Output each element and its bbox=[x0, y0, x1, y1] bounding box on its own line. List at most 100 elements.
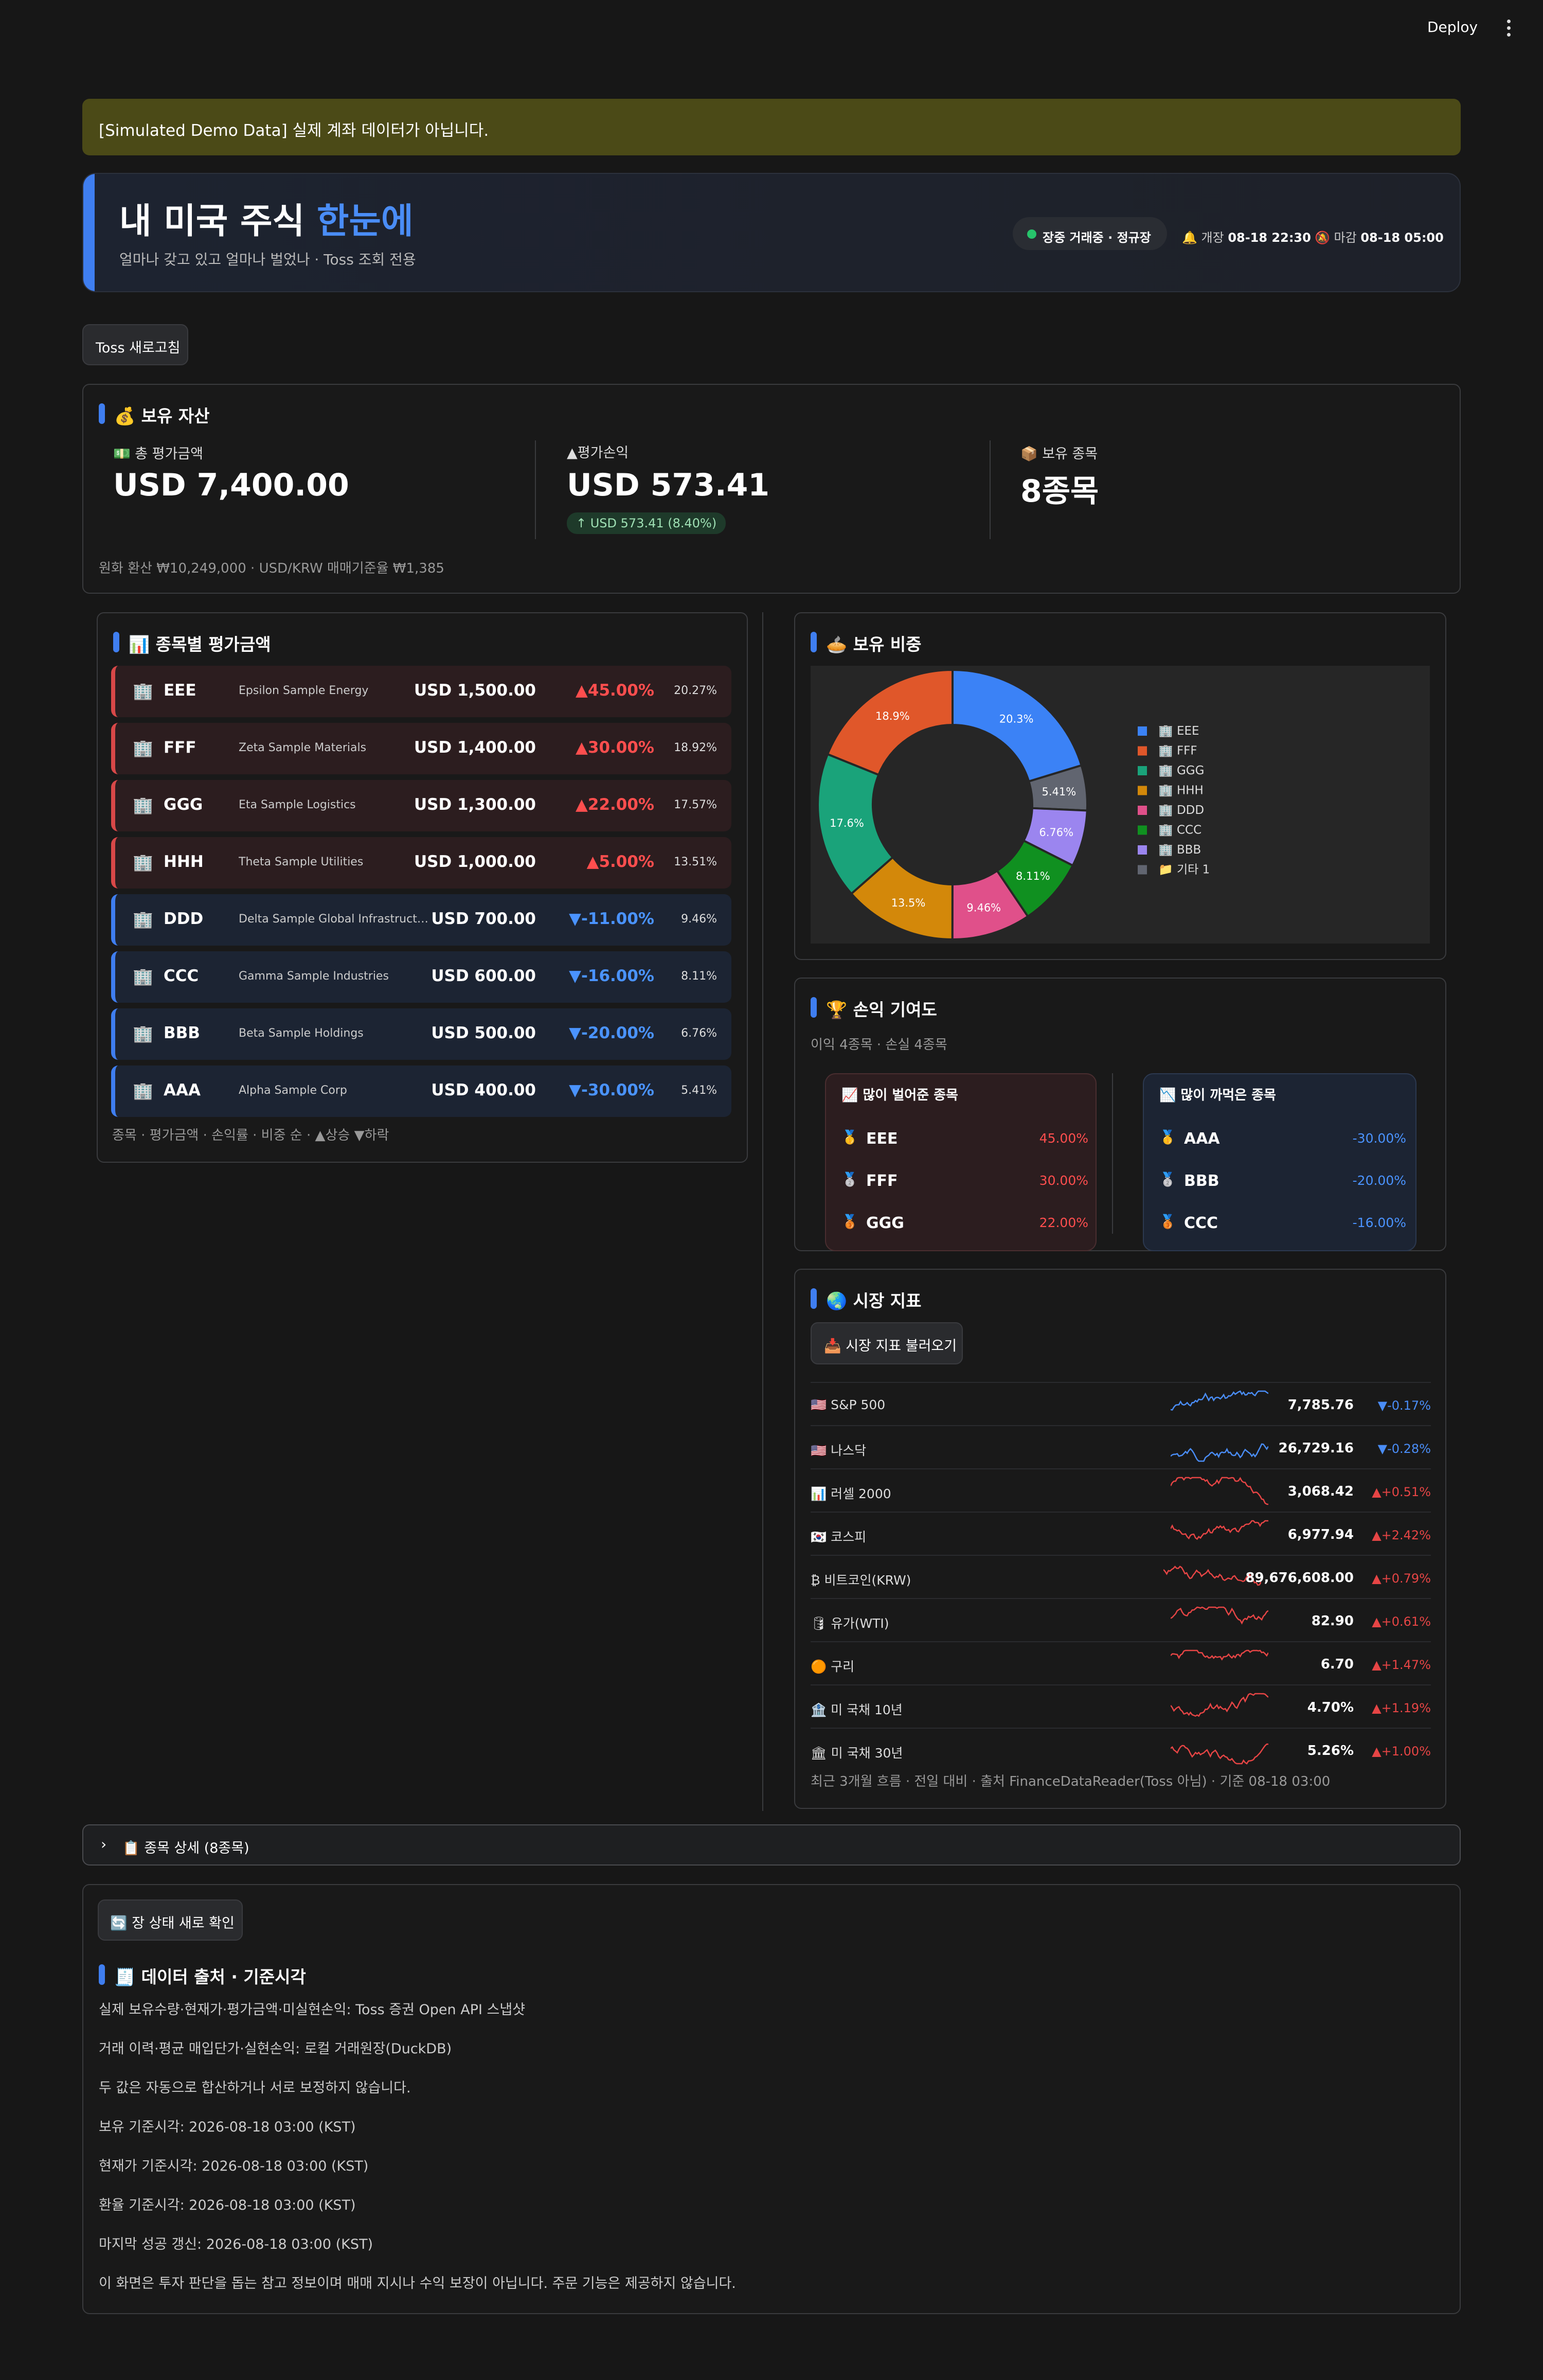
top-gainers-panel: 📈 많이 벌어준 종목 🥇 EEE 45.00% 🥈 FFF 30.00% 🥉 GGG 22.0… bbox=[825, 1073, 1097, 1251]
sparkline-line bbox=[1171, 1390, 1268, 1411]
total-value: USD 7,400.00 bbox=[113, 467, 349, 503]
market-indicator-row: 🇺🇸 나스닥 26,729.16 ▼-0.28% bbox=[811, 1425, 1431, 1468]
holding-value: USD 1,400.00 bbox=[414, 738, 536, 757]
medal-icon: 🥈 bbox=[841, 1172, 858, 1187]
indicator-name: 🛢 유가(WTI) bbox=[811, 1616, 889, 1631]
legend-entry[interactable]: 🏢 FFF bbox=[1158, 744, 1197, 758]
toss-refresh-button[interactable]: Toss 새로고침 bbox=[82, 324, 188, 365]
sparkline-line bbox=[1171, 1443, 1268, 1462]
page-title-main: 내 미국 주식 bbox=[119, 201, 317, 242]
holding-value: USD 400.00 bbox=[431, 1081, 536, 1099]
holding-name: Delta Sample Global Infrastructure Corpo… bbox=[239, 913, 434, 926]
holding-return: ▲45.00% bbox=[576, 681, 654, 700]
holding-value: USD 1,500.00 bbox=[414, 681, 536, 700]
holding-weight: 5.41% bbox=[681, 1084, 717, 1097]
holding-row-hhh: 🏢 HHH Theta Sample Utilities USD 1,000.00 ▲5… bbox=[111, 837, 731, 889]
holding-row-ccc: 🏢 CCC Gamma Sample Industries USD 600.00 ▼-1… bbox=[111, 951, 731, 1003]
market-close-time: 🔕 마감 08-18 05:00 bbox=[1315, 227, 1444, 245]
holding-row-bbb: 🏢 BBB Beta Sample Holdings USD 500.00 ▼-20.0… bbox=[111, 1008, 731, 1060]
legend-entry[interactable]: 🏢 CCC bbox=[1158, 824, 1201, 837]
legend-entry[interactable]: 📁 기타 1 bbox=[1158, 863, 1210, 877]
indicator-change: ▲+1.00% bbox=[1372, 1744, 1431, 1759]
sparkline-chart bbox=[1171, 1443, 1268, 1462]
building-icon: 🏢 bbox=[133, 1024, 153, 1043]
medal-icon: 🥇 bbox=[1159, 1130, 1176, 1145]
holding-return: ▲5.00% bbox=[586, 852, 654, 871]
open-time: 08-18 22:30 bbox=[1228, 230, 1311, 245]
indicator-change: ▲+1.47% bbox=[1372, 1658, 1431, 1672]
pie-slice-label: 18.9% bbox=[875, 710, 910, 722]
legend-entry[interactable]: 🏢 DDD bbox=[1158, 804, 1204, 817]
indicator-value: 5.26% bbox=[1307, 1743, 1354, 1759]
holding-details-expander[interactable]: › 📋 종목 상세 (8종목) bbox=[82, 1824, 1461, 1866]
allocation-donut-chart: 20.3% 5.41% 6.76% 8.11% 9.46% 13.5% 17.6% 18.9%… bbox=[817, 668, 1210, 941]
source-line: 이 화면은 투자 판단을 돕는 참고 정보이며 매매 지시나 수익 보장이 아닙… bbox=[99, 2276, 736, 2292]
legend-entry[interactable]: 🏢 HHH bbox=[1158, 784, 1204, 797]
top-losers-panel: 📉 많이 까먹은 종목 🥇 AAA -30.00% 🥈 BBB -20.00% 🥉 CCC -1… bbox=[1143, 1073, 1416, 1251]
mover-return: -16.00% bbox=[1352, 1215, 1406, 1230]
market-title: 🌏 시장 지표 bbox=[811, 1287, 922, 1312]
mover-ticker: EEE bbox=[866, 1130, 898, 1148]
holding-value: USD 500.00 bbox=[431, 1024, 536, 1042]
holding-name: Epsilon Sample Energy bbox=[239, 684, 369, 697]
indicator-name: 🇺🇸 S&P 500 bbox=[811, 1397, 886, 1412]
holding-weight: 18.92% bbox=[674, 741, 717, 754]
holding-weight: 17.57% bbox=[674, 798, 717, 811]
top-gainers-title: 📈 많이 벌어준 종목 bbox=[841, 1088, 958, 1103]
indicator-value: 26,729.16 bbox=[1278, 1441, 1354, 1456]
market-open-time: 🔔 개장 08-18 22:30 bbox=[1182, 227, 1311, 245]
column-divider bbox=[762, 612, 763, 1811]
pie-slice-2[interactable] bbox=[817, 753, 894, 895]
mover-ticker: GGG bbox=[866, 1214, 904, 1232]
source-line: 환율 기준시각: 2026-08-18 03:00 (KST) bbox=[99, 2197, 356, 2213]
sparkline-line bbox=[1171, 1520, 1268, 1540]
mover-return: -20.00% bbox=[1352, 1173, 1406, 1188]
sparkline-chart bbox=[1171, 1693, 1268, 1717]
indicator-change: ▲+1.19% bbox=[1372, 1701, 1431, 1715]
sparkline-line bbox=[1171, 1477, 1268, 1505]
legend-swatch bbox=[1138, 766, 1147, 775]
pie-slice-label: 17.6% bbox=[830, 817, 864, 829]
sparkline-chart bbox=[1171, 1520, 1268, 1540]
sparkline-chart bbox=[1171, 1649, 1268, 1661]
building-icon: 🏢 bbox=[133, 852, 153, 872]
load-market-button[interactable]: 📥 시장 지표 불러오기 bbox=[811, 1322, 963, 1364]
mover-return: 22.00% bbox=[1039, 1215, 1088, 1230]
divider bbox=[990, 440, 991, 539]
holding-weight: 9.46% bbox=[681, 913, 717, 926]
legend-swatch bbox=[1138, 825, 1147, 835]
legend-entry[interactable]: 🏢 EEE bbox=[1158, 724, 1199, 738]
legend-entry[interactable]: 🏢 BBB bbox=[1158, 843, 1201, 857]
source-line: 현재가 기준시각: 2026-08-18 03:00 (KST) bbox=[99, 2158, 369, 2174]
market-note: 최근 3개월 흐름 · 전일 대비 · 출처 FinanceDataReader… bbox=[811, 1774, 1331, 1789]
holding-weight: 8.11% bbox=[681, 970, 717, 983]
market-indicator-row: 🇺🇸 S&P 500 7,785.76 ▼-0.17% bbox=[811, 1382, 1431, 1425]
deploy-button[interactable]: Deploy bbox=[1427, 19, 1478, 35]
holding-value: USD 700.00 bbox=[431, 910, 536, 928]
pie-slice-0[interactable] bbox=[952, 668, 1083, 783]
allocation-chart-area: 20.3% 5.41% 6.76% 8.11% 9.46% 13.5% 17.6% 18.9%… bbox=[811, 666, 1430, 944]
legend-entry[interactable]: 🏢 GGG bbox=[1158, 764, 1204, 777]
holding-ticker: GGG bbox=[164, 795, 203, 814]
indicator-value: 89,676,608.00 bbox=[1245, 1570, 1354, 1586]
main-menu-icon[interactable] bbox=[1507, 20, 1512, 37]
holding-row-fff: 🏢 FFF Zeta Sample Materials USD 1,400.00 ▲30… bbox=[111, 723, 731, 774]
divider bbox=[1112, 1073, 1113, 1234]
pie-slice-1[interactable] bbox=[826, 668, 954, 776]
holding-weight: 20.27% bbox=[674, 684, 717, 697]
holding-return: ▲22.00% bbox=[576, 795, 654, 814]
medal-icon: 🥉 bbox=[1159, 1214, 1176, 1230]
market-status-text: 장중 거래중 · 정규장 bbox=[1043, 230, 1151, 245]
indicator-name: 🏦 미 국채 10년 bbox=[811, 1702, 903, 1717]
indicator-change: ▲+0.61% bbox=[1372, 1614, 1431, 1629]
chevron-right-icon: › bbox=[101, 1836, 107, 1853]
source-line: 실제 보유수량·현재가·평가금액·미실현손익: Toss 증권 Open API… bbox=[99, 2002, 526, 2018]
source-line: 거래 이력·평균 매입단가·실현손익: 로컬 거래원장(DuckDB) bbox=[99, 2041, 452, 2057]
mover-ticker: FFF bbox=[866, 1172, 898, 1190]
indicator-change: ▲+0.79% bbox=[1372, 1571, 1431, 1586]
holding-name: Zeta Sample Materials bbox=[239, 741, 367, 754]
building-icon: 🏢 bbox=[133, 795, 153, 815]
medal-icon: 🥈 bbox=[1159, 1172, 1176, 1187]
source-line: 두 값은 자동으로 합산하거나 서로 보정하지 않습니다. bbox=[99, 2080, 411, 2096]
market-status-refresh-button[interactable]: 🔄 장 상태 새로 확인 bbox=[98, 1899, 243, 1941]
